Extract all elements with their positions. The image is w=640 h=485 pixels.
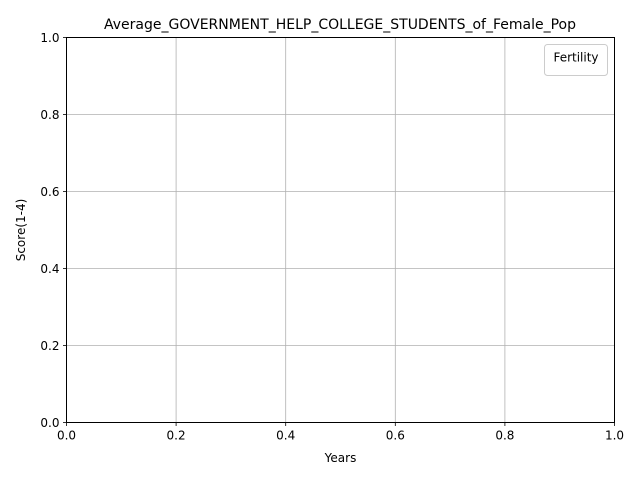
legend: Fertility bbox=[544, 44, 608, 76]
y-tick-label: 0.0 bbox=[40, 416, 59, 430]
y-tick-label: 0.4 bbox=[40, 262, 59, 276]
x-tick-label: 0.4 bbox=[276, 429, 295, 443]
x-axis-label: Years bbox=[324, 451, 357, 465]
grid bbox=[66, 37, 615, 423]
x-tick-label: 0.6 bbox=[386, 429, 405, 443]
x-tick-label: 0.2 bbox=[167, 429, 186, 443]
legend-title: Fertility bbox=[553, 51, 598, 65]
y-tick-label: 1.0 bbox=[40, 31, 59, 45]
y-tick-label: 0.6 bbox=[40, 185, 59, 199]
plot-area bbox=[66, 37, 615, 423]
plot-frame bbox=[66, 37, 615, 423]
y-axis-label: Score(1-4) bbox=[14, 199, 28, 262]
x-axis: 0.0 0.2 0.4 0.6 0.8 1.0 bbox=[57, 422, 624, 443]
x-tick-label: 0.0 bbox=[57, 429, 76, 443]
y-tick-label: 0.2 bbox=[40, 339, 59, 353]
y-axis: 0.0 0.2 0.4 0.6 0.8 1.0 bbox=[40, 31, 67, 430]
legend-box bbox=[544, 44, 608, 76]
y-tick-label: 0.8 bbox=[40, 108, 59, 122]
chart-title: Average_GOVERNMENT_HELP_COLLEGE_STUDENTS… bbox=[104, 17, 576, 33]
x-tick-label: 1.0 bbox=[605, 429, 624, 443]
x-tick-label: 0.8 bbox=[495, 429, 514, 443]
